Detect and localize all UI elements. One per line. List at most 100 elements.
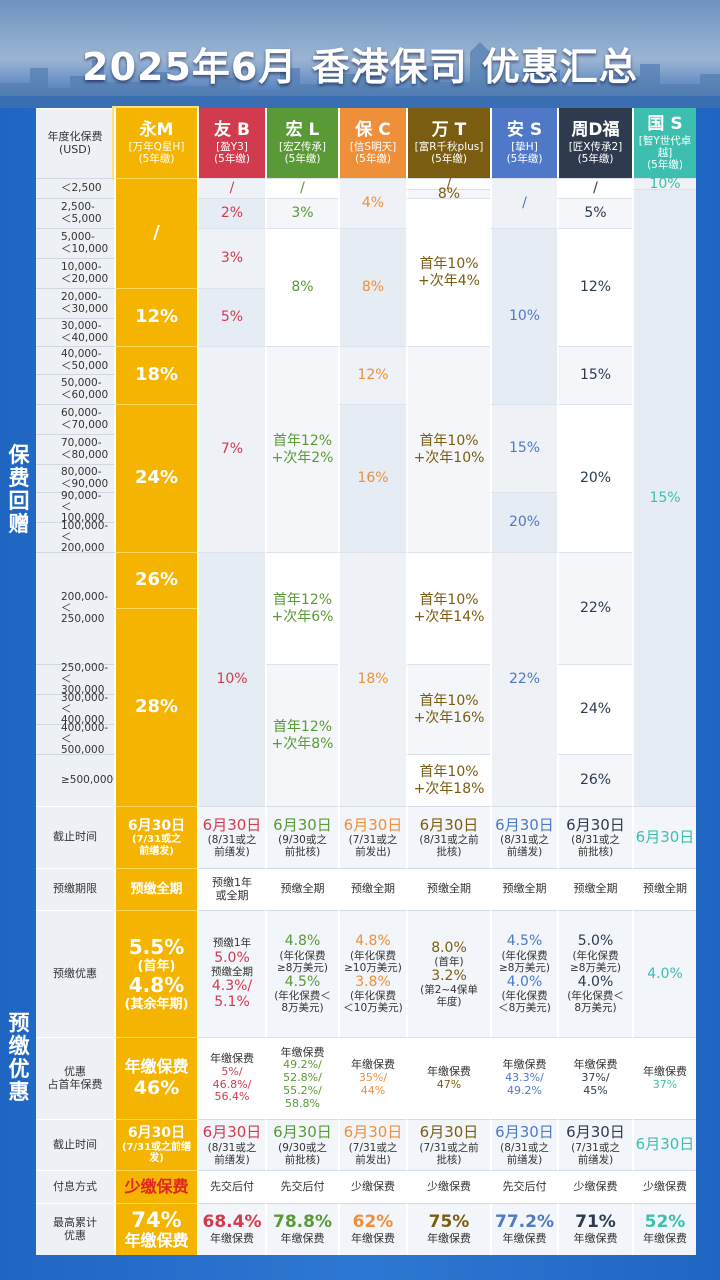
company-header-yong: 永M [万年Q星H] (5年缴) (112, 106, 199, 180)
band-label: 10,000- ＜20,000 (36, 258, 114, 288)
row-pay-hong: 先交后付 (265, 1170, 338, 1203)
company-header-wan: 万 T [富R千秋plus] (5年缴) (406, 108, 490, 178)
companies.3.offer-line: ≥10万美元) (344, 961, 402, 974)
bands.11-line: ＜100,000 (61, 500, 105, 525)
company-product: [信S明天] (349, 140, 397, 153)
company-term: (5年缴) (214, 152, 250, 165)
row-offer-you: 预缴1年 5.0% 预缴全期 4.3%/5.1% (197, 910, 265, 1037)
row-offer-zhou: 5.0% (年化保费 ≥8万美元) 4.0% (年化保费＜ 8万美元) (557, 910, 632, 1037)
company-name: 永M (139, 120, 174, 141)
company-term: (5年缴) (506, 152, 543, 165)
companies.2.share-line: 55.2%/ (283, 1083, 322, 1097)
row-cutoff1-guo: 6月30日 (632, 806, 696, 868)
bands.14-line: ＜300,000 (61, 672, 105, 697)
companies.3.offer-line: (年化保费 (349, 949, 397, 962)
row-offer-hong: 4.8% (年化保费 ≥8万美元) 4.5% (年化保费＜ 8万美元) (265, 910, 338, 1037)
band-label: 250,000- ＜300,000 (36, 661, 114, 697)
company-term: (5年缴) (577, 152, 614, 165)
companies.6.offer-line: 4.0% (577, 974, 614, 990)
companies.4.pay-line: 少缴保费 (427, 1179, 471, 1193)
companies.6.max-line: 71% (575, 1212, 616, 1233)
companies.6.cutoff1-line: 前批核) (577, 846, 614, 859)
row-cutoff2-bao: 6月30日 (7/31或之 前发出) (338, 1119, 406, 1170)
companies.1.cutoff1-line: 前缮发) (214, 846, 250, 859)
band-label: 200,000- ＜250,000 (36, 552, 114, 664)
row-share-guo: 年缴保费 37% (632, 1037, 696, 1119)
companies.2.rebate.3-line: +次年2% (271, 449, 334, 466)
bands.7-line: ＜60,000 (61, 388, 109, 401)
companies.7.period-line: 预缴全期 (643, 882, 687, 896)
bands.11-line: 90,000- (61, 489, 102, 502)
premium-rebate-side-label: 保费回赠 (8, 443, 30, 536)
rebate-cell: 3% (265, 198, 338, 228)
rebate-cell: / (265, 178, 338, 198)
companies.0.cutoff2-line: (7/31或之前缮发) (121, 1141, 192, 1165)
companies.6.offer-line: (年化保费＜ (567, 990, 624, 1003)
companies.4.rebate.5-line: 首年10% (419, 693, 479, 710)
row-cutoff1-an: 6月30日 (8/31或之 前缮发) (490, 806, 557, 868)
companies.6.offer-line: 5.0% (577, 933, 614, 950)
companies.0.share-line: 46% (133, 1076, 180, 1099)
companies.1.period-line: 或全期 (215, 888, 249, 902)
row-offer-wan: 8.0% (首年) 3.2% (第2~4保单 年度) (406, 910, 490, 1037)
companies.1.cutoff1-line: 6月30日 (202, 815, 262, 834)
companies.6.max-line: 年缴保费 (573, 1231, 618, 1245)
row-max-an: 77.2% 年缴保费 (490, 1203, 557, 1255)
company-header-zhou: 周D福 [匠X传承2] (5年缴) (557, 108, 632, 178)
labels.share-line: 占首年保费 (47, 1077, 103, 1091)
companies.3.cutoff2-line: 6月30日 (343, 1123, 403, 1142)
rebate-cell: / (557, 178, 632, 198)
companies.2.rebate.4-line: 首年12% (272, 592, 333, 609)
bands.6-line: ＜50,000 (61, 359, 109, 372)
row-offer-yong: 5.5% (首年) 4.8% (其余年期) (114, 910, 197, 1037)
company-product: [盈Y3] (216, 140, 248, 153)
prepay-offer-side-label: 预缴优惠 (8, 1011, 30, 1104)
companies.0.offer-line: (首年) (137, 958, 176, 974)
companies.2.cutoff2-line: 前批核) (284, 1153, 321, 1166)
row-pay-zhou: 少缴保费 (557, 1170, 632, 1203)
companies.7.max-line: 年缴保费 (643, 1231, 687, 1245)
company-term: (5年缴) (138, 152, 175, 165)
band-label: 70,000- ＜80,000 (36, 434, 114, 464)
skyline-image (0, 42, 720, 108)
company-header-bao: 保 C [信S明天] (5年缴) (338, 108, 406, 178)
companies.0.max-line: 年缴保费 (124, 1231, 189, 1251)
company-product: [宏Z传承] (279, 140, 326, 153)
band-label: 80,000- ＜90,000 (36, 464, 114, 492)
companies.7.cutoff1-line: 6月30日 (635, 827, 695, 846)
bands.4-line: 20,000- (61, 291, 102, 304)
company-term: (5年缴) (647, 158, 683, 171)
row-label-pay_method: 付息方式 (36, 1170, 114, 1203)
row-pay-you: 先交后付 (197, 1170, 265, 1203)
row-max-hong: 78.8% 年缴保费 (265, 1203, 338, 1255)
row-label-share: 优惠 占首年保费 (36, 1037, 114, 1119)
bands.14-line: 250,000- (61, 661, 109, 674)
companies.3.share-line: 年缴保费 (351, 1058, 395, 1072)
band-label: ＜2,500 (36, 178, 114, 198)
companies.5.offer-line: (年化保费 (501, 949, 548, 962)
companies.2.pay-line: 先交后付 (280, 1179, 325, 1193)
row-period-bao: 预缴全期 (338, 868, 406, 910)
rebate-cell: 首年10% +次年10% (406, 346, 490, 552)
companies.6.offer-line: 8万美元) (574, 1002, 617, 1015)
row-label-prepay_offer: 预缴优惠 (36, 910, 114, 1037)
bands.2-line: 5,000- (61, 231, 95, 244)
companies.2.share-line: 年缴保费 (280, 1045, 325, 1059)
companies.0.cutoff1-line: (7/31或之 (131, 834, 182, 846)
row-period-hong: 预缴全期 (265, 868, 338, 910)
companies.5.offer-line: ＜8万美元) (498, 1002, 551, 1015)
company-product: [富R千秋plus] (414, 140, 484, 153)
companies.4.rebate.4-line: 首年10% (419, 592, 479, 609)
companies.3.cutoff1-line: 前发出) (355, 846, 391, 859)
row-max-you: 68.4% 年缴保费 (197, 1203, 265, 1255)
rebate-cell: 22% (490, 552, 557, 806)
companies.4.rebate.5-line: +次年16% (413, 709, 485, 726)
bands.8-line: ＜70,000 (61, 418, 109, 431)
row-cutoff2-zhou: 6月30日 (7/31或之 前缮发) (557, 1119, 632, 1170)
companies.1.share-line: 5%/ (221, 1064, 243, 1078)
companies.6.share-line: 年缴保费 (573, 1058, 618, 1072)
rebate-cell: 22% (557, 552, 632, 664)
companies.0.cutoff2-line: 6月30日 (127, 1125, 186, 1142)
companies.0.offer-line: (其余年期) (124, 997, 189, 1013)
band-label: 90,000- ＜100,000 (36, 489, 114, 525)
